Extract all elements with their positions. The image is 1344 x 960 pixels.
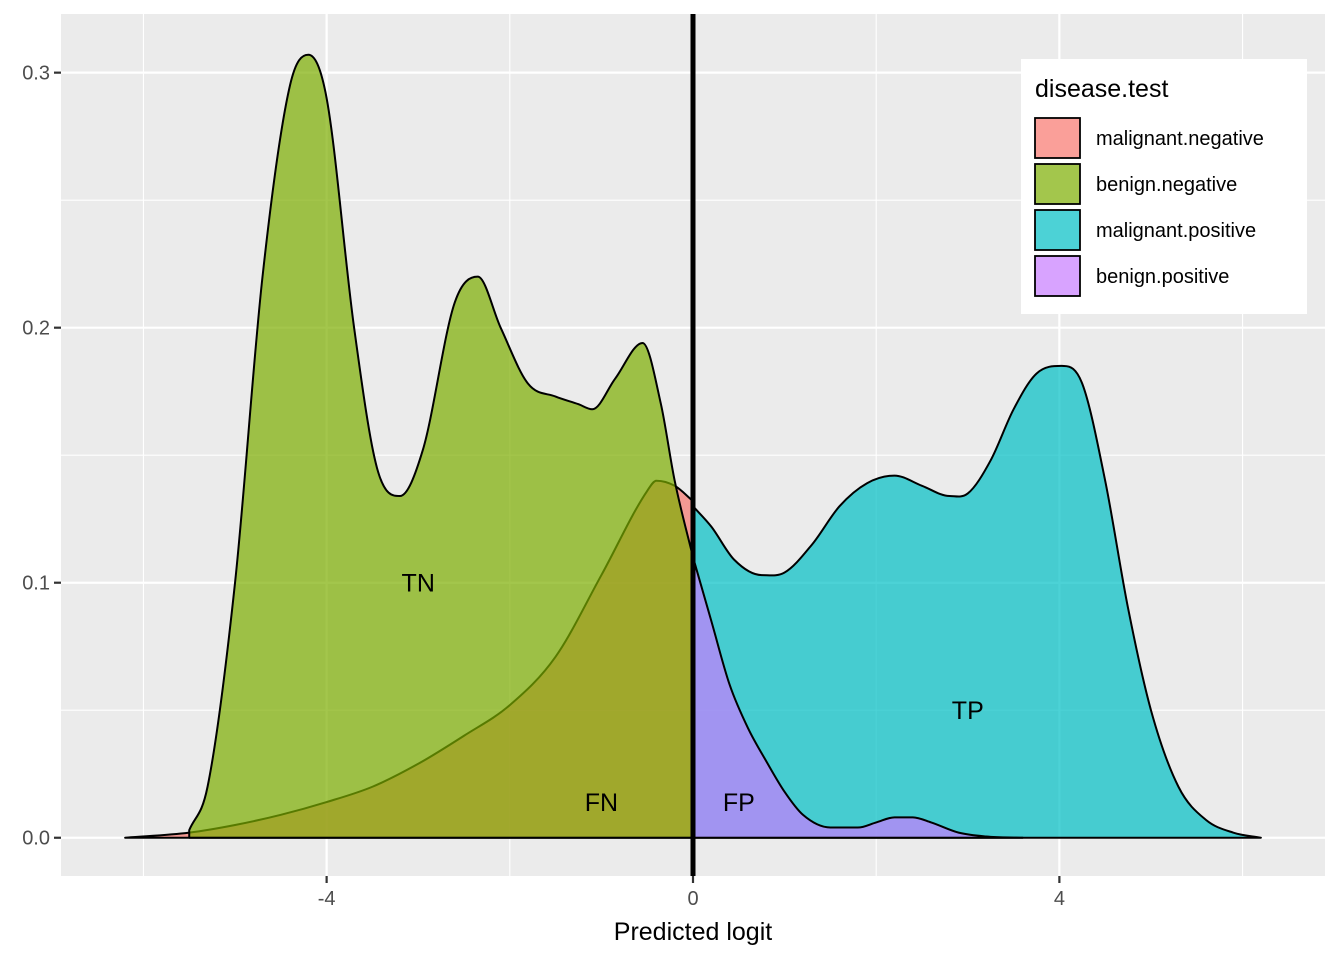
x-axis-title: Predicted logit bbox=[614, 918, 772, 946]
legend-item-benign-negative: benign.negative bbox=[1034, 163, 1237, 205]
density-area-malignant-positive bbox=[692, 364, 1262, 839]
legend-label: benign.positive bbox=[1096, 266, 1229, 288]
density-area-benign-negative bbox=[188, 53, 694, 839]
legend-title: disease.test bbox=[1035, 75, 1168, 103]
x-tick-label: 4 bbox=[1054, 888, 1065, 910]
x-axis: -4 0 4 bbox=[318, 876, 1065, 910]
y-axis: 0.0 0.1 0.2 0.3 bbox=[22, 63, 61, 850]
legend-swatch bbox=[1034, 255, 1081, 297]
x-tick-label: 0 bbox=[687, 888, 698, 910]
legend-label: malignant.negative bbox=[1096, 128, 1264, 150]
annotation-fp: FP bbox=[723, 789, 755, 817]
legend-item-malignant-positive: malignant.positive bbox=[1034, 209, 1256, 251]
legend-swatch bbox=[1034, 163, 1081, 205]
legend-items: malignant.negative benign.negative maligna… bbox=[1034, 117, 1264, 297]
region-annotations: TN FN FP TP bbox=[402, 570, 984, 817]
legend-label: malignant.positive bbox=[1096, 220, 1256, 242]
legend-swatch bbox=[1034, 209, 1081, 251]
y-tick-label: 0.1 bbox=[22, 573, 50, 595]
annotation-tp: TP bbox=[952, 697, 984, 725]
legend-label: benign.negative bbox=[1096, 174, 1237, 196]
legend-item-malignant-negative: malignant.negative bbox=[1034, 117, 1264, 159]
density-area-benign-positive bbox=[692, 556, 1024, 839]
x-tick-label: -4 bbox=[318, 888, 336, 910]
legend: disease.test malignant.negative benign.ne… bbox=[1021, 59, 1307, 314]
y-tick-label: 0.2 bbox=[22, 318, 50, 340]
y-tick-label: 0.0 bbox=[22, 828, 50, 850]
legend-item-benign-positive: benign.positive bbox=[1034, 255, 1229, 297]
annotation-fn: FN bbox=[585, 789, 618, 817]
density-areas bbox=[124, 53, 1262, 839]
annotation-tn: TN bbox=[402, 570, 435, 598]
legend-swatch bbox=[1034, 117, 1081, 159]
y-tick-label: 0.3 bbox=[22, 63, 50, 85]
